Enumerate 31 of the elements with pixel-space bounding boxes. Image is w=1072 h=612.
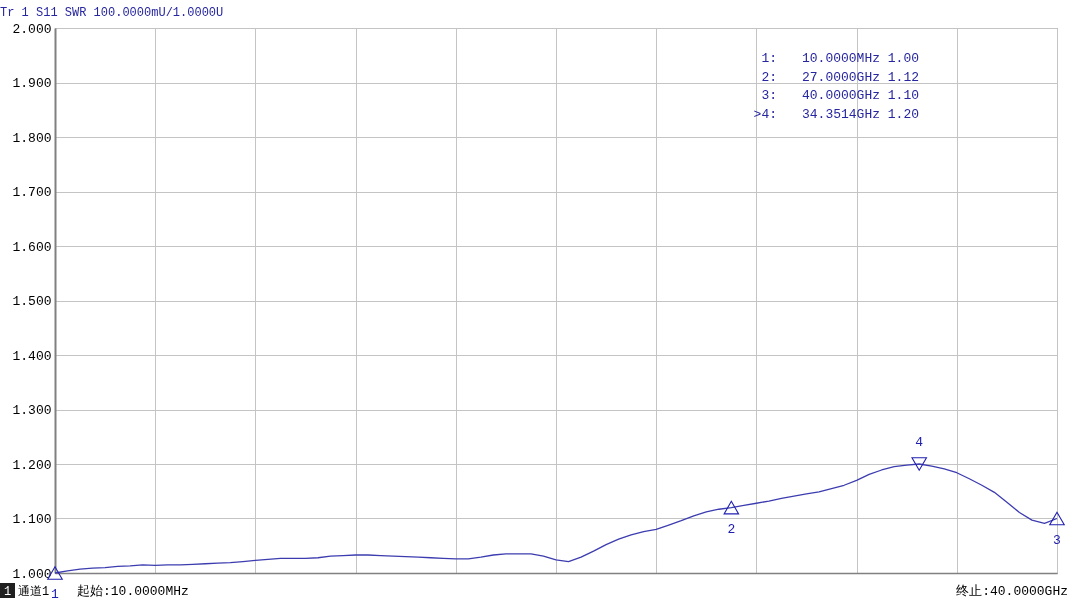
y-tick-label: 1.500 — [12, 294, 52, 309]
point — [723, 500, 740, 515]
y-tick-label: 1.200 — [12, 457, 52, 473]
y-tick-label: 1.400 — [12, 348, 52, 364]
y-tick-label: 1.600 — [12, 239, 52, 255]
annotation: 40.0000GHz 1.10 — [802, 88, 920, 104]
series-label: 4 — [915, 435, 924, 450]
text: 通道1 — [18, 585, 50, 599]
annotation: 3: — [761, 88, 777, 104]
y-tick-label: 1.000 — [12, 566, 52, 582]
annotation: 1: — [761, 51, 777, 66]
annotation: 10.0000MHz 1.00 — [802, 51, 920, 66]
annotation: 2: — [761, 69, 777, 85]
text: 1 — [3, 585, 12, 599]
y-tick-label: 1.900 — [12, 76, 52, 91]
text: 终止:40.0000GHz — [956, 584, 1068, 599]
chart-title: Tr 1 S11 SWR 100.0000mU/1.0000U — [0, 6, 224, 20]
point — [1049, 511, 1065, 526]
annotation: 34.3514GHz 1.20 — [802, 106, 920, 122]
y-tick-label: 1.800 — [12, 130, 52, 146]
series-label: 1 — [51, 587, 60, 602]
y-tick-label: 1.700 — [12, 185, 52, 200]
annotation: >4: — [753, 106, 777, 122]
y-tick-label: 2.000 — [12, 21, 52, 37]
annotation: 27.0000GHz 1.12 — [802, 69, 920, 85]
y-tick-label: 1.300 — [12, 403, 52, 418]
series-label: 3 — [1053, 532, 1061, 548]
text: 起始:10.0000MHz — [77, 584, 189, 599]
y-tick-label: 1.100 — [12, 512, 52, 527]
point — [911, 457, 928, 471]
series-label: 2 — [727, 521, 736, 537]
